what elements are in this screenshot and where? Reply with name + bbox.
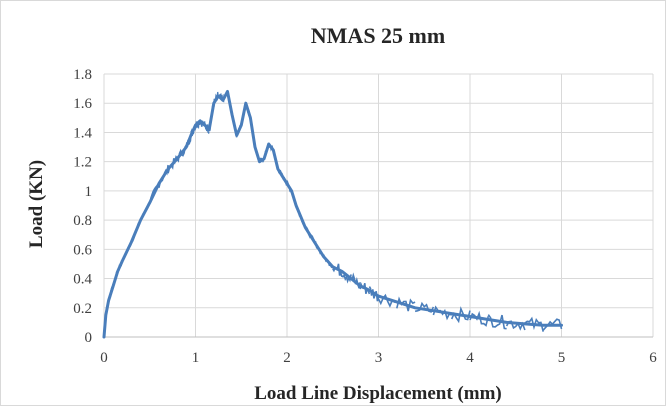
series-noise-segment: [199, 119, 206, 127]
y-axis-label: Load (KN): [26, 160, 47, 248]
series-noise-segment: [258, 157, 265, 163]
series-noise-segment: [414, 301, 435, 313]
series-noise-segment: [432, 305, 453, 321]
x-tick-label: 3: [375, 350, 383, 366]
series-noise-segment: [241, 103, 247, 125]
series-noise-segment: [322, 254, 334, 269]
series-noise-segment: [121, 242, 133, 261]
series-noise-segment: [107, 283, 114, 301]
series-noise-segment: [542, 318, 563, 331]
series-group: [102, 90, 563, 339]
series-noise-segment: [450, 306, 471, 324]
series-noise-segment: [158, 164, 169, 188]
y-tick-label: 0.4: [73, 272, 92, 288]
series-noise-segment: [218, 92, 224, 100]
series-noise-segment: [176, 144, 187, 163]
series-noise-segment: [267, 142, 275, 152]
series-noise-segment: [304, 225, 316, 242]
series-noise-segment: [236, 124, 242, 137]
series-noise-segment: [112, 271, 119, 288]
series-noise-segment: [281, 174, 288, 186]
series-noise-segment: [149, 182, 160, 204]
y-tick-label: 1.2: [73, 155, 92, 171]
series-noise-segment: [185, 134, 192, 147]
series-noise-segment: [368, 286, 380, 302]
series-noise-segment: [524, 316, 544, 332]
axes: [103, 74, 653, 338]
series-noise-segment: [359, 282, 371, 295]
series-noise-segment: [231, 114, 238, 138]
x-tick-label: 1: [192, 350, 200, 366]
series-noise-segment: [249, 116, 256, 146]
x-tick-label: 0: [100, 350, 108, 366]
series-noise-segment: [277, 168, 284, 177]
series-noise-segment: [226, 91, 233, 117]
series-noise-segment: [194, 120, 201, 130]
series-noise-segment: [167, 155, 178, 174]
series-noise-segment: [341, 273, 352, 284]
series-noise-segment: [396, 296, 416, 312]
series-noise-segment: [377, 293, 398, 308]
y-tick-label: 1.8: [73, 67, 92, 83]
series-noise-segment: [190, 126, 197, 136]
y-tick-label: 1.6: [73, 96, 92, 112]
x-tick-label: 2: [283, 350, 291, 366]
y-tick-label: 0.8: [73, 213, 92, 229]
y-tick-label: 0: [85, 330, 93, 346]
y-tick-label: 1: [85, 184, 93, 200]
gridlines: [104, 73, 654, 337]
y-tick-label: 0.2: [73, 301, 92, 317]
x-tick-label: 6: [649, 350, 657, 366]
chart-title: NMAS 25 mm: [311, 23, 445, 48]
series-noise-segment: [295, 206, 307, 229]
series-noise-segment: [350, 272, 361, 289]
series-noise-segment: [222, 90, 228, 103]
series-noise-segment: [272, 150, 279, 170]
series-noise-segment: [245, 103, 252, 118]
series-noise-segment: [103, 314, 107, 338]
series-noise-segment: [469, 310, 490, 327]
x-axis-label: Load Line Displacement (mm): [254, 383, 502, 404]
series-noise-segment: [203, 122, 210, 134]
series-noise-segment: [263, 142, 270, 159]
series-line: [102, 90, 563, 339]
series-noise-segment: [130, 220, 142, 243]
y-tick-label: 1.4: [73, 125, 92, 141]
series-noise-segment: [286, 179, 293, 193]
series-noise-segment: [139, 202, 151, 221]
series-noise-segment: [213, 91, 219, 107]
x-axis-tick-labels: 0 1 2 3 4 5 6: [100, 350, 657, 366]
series-noise-segment: [105, 299, 110, 316]
y-axis-tick-labels: 0 0.2 0.4 0.6 0.8 1 1.2 1.4 1.6 1.8: [73, 67, 92, 346]
x-tick-label: 4: [466, 350, 474, 366]
x-tick-label: 5: [558, 350, 566, 366]
series-noise-segment: [332, 263, 343, 278]
series-noise-segment: [505, 320, 526, 331]
series-noise-segment: [487, 314, 507, 330]
series-noise-segment: [314, 240, 325, 258]
series-noise-segment: [290, 191, 297, 208]
series-noise-segment: [254, 147, 260, 162]
series-noise-segment: [117, 260, 124, 272]
y-tick-label: 0.6: [73, 242, 92, 258]
